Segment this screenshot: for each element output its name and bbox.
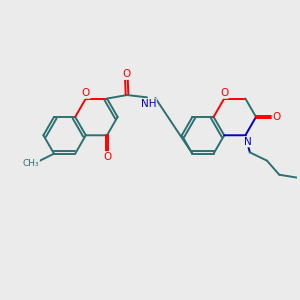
Text: O: O [220,88,228,98]
Text: O: O [103,152,111,162]
Text: NH: NH [141,99,156,109]
Text: O: O [122,69,130,80]
Text: O: O [272,112,281,122]
Text: N: N [244,137,252,147]
Text: CH₃: CH₃ [23,159,39,168]
Text: O: O [82,88,90,98]
